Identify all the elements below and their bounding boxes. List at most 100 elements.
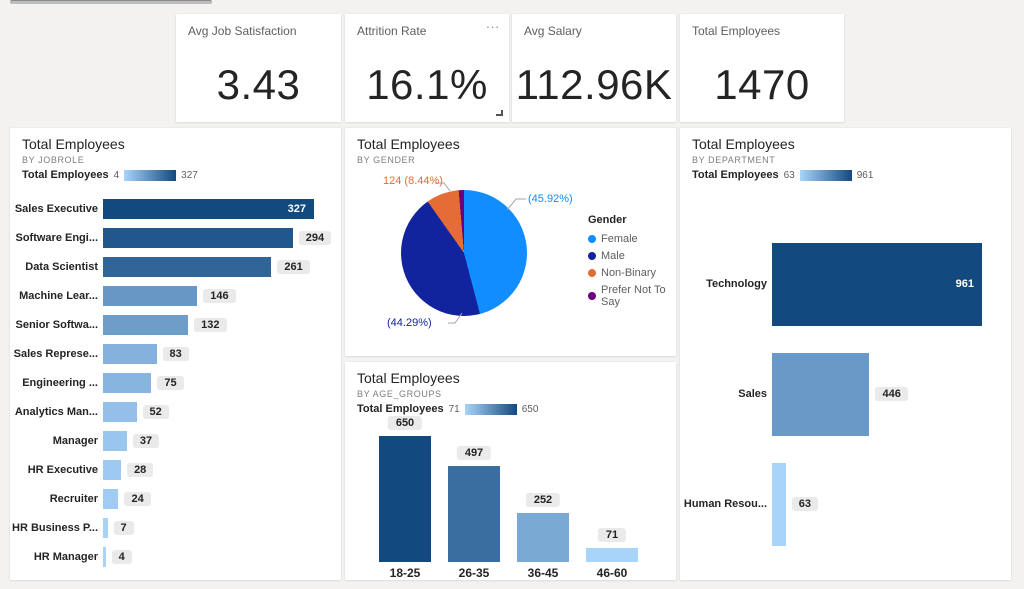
- kpi-card-total-employees: Total Employees 1470: [680, 14, 844, 122]
- chart-title: Total Employees: [22, 136, 125, 152]
- bar[interactable]: [103, 343, 157, 364]
- bar[interactable]: [448, 465, 500, 562]
- value-label: 63: [791, 497, 819, 511]
- bar-row: Manager 37: [10, 426, 341, 455]
- bar-row: Machine Lear... 146: [10, 281, 341, 310]
- axis-label: 18-25: [389, 566, 421, 580]
- bar[interactable]: [103, 285, 198, 306]
- kpi-card-avg-salary: Avg Salary 112.96K: [512, 14, 676, 122]
- legend-item-label: Male: [601, 250, 625, 262]
- bar[interactable]: 961: [772, 242, 982, 326]
- bar[interactable]: [103, 314, 189, 335]
- kpi-value: 112.96K: [515, 61, 673, 108]
- category-label: Data Scientist: [25, 260, 98, 273]
- value-label: 327: [287, 202, 306, 215]
- legend-item-label: Non-Binary: [601, 267, 657, 279]
- value-label: 252: [525, 493, 561, 508]
- bar[interactable]: [517, 513, 569, 562]
- legend-max: 961: [856, 169, 874, 181]
- chart-title: Total Employees: [357, 136, 460, 152]
- value-label: 146: [203, 288, 236, 303]
- category-label: Machine Lear...: [19, 289, 98, 302]
- category-label: Sales: [738, 388, 767, 400]
- resize-handle-icon[interactable]: [496, 110, 503, 116]
- category-label: HR Manager: [33, 550, 98, 563]
- chart-subtitle: BY AGE_GROUPS: [357, 389, 442, 399]
- top-scrollbar[interactable]: [10, 0, 212, 4]
- legend-dot-icon: [588, 269, 596, 277]
- value-label: 294: [298, 230, 332, 245]
- bar[interactable]: [586, 548, 638, 562]
- gradient-legend: Total Employees 71 650: [357, 403, 538, 415]
- department-plot: Technology 961 Sales 446 Human Resou... 63: [680, 229, 1011, 559]
- bar-row: Analytics Man... 52: [10, 397, 341, 426]
- category-label: Sales Executive: [14, 202, 98, 215]
- kpi-value: 3.43: [216, 61, 301, 108]
- kpi-title: Attrition Rate: [357, 24, 427, 38]
- legend-item[interactable]: Prefer Not To Say: [588, 284, 676, 308]
- bar[interactable]: [379, 436, 431, 562]
- category-label: Sales Represe...: [13, 347, 98, 360]
- category-label: Technology: [706, 278, 767, 290]
- bar-row: HR Manager 4: [10, 542, 341, 571]
- pie-legend: Gender Female Male Non-Binary Prefer Not To…: [588, 214, 676, 313]
- bar-row: Sales 446: [680, 339, 1011, 449]
- chart-title: Total Employees: [357, 370, 460, 386]
- bar[interactable]: [103, 546, 106, 567]
- more-options-icon[interactable]: ...: [486, 16, 500, 31]
- bar[interactable]: [103, 430, 127, 451]
- category-label: Software Engi...: [15, 231, 98, 244]
- chart-card-jobrole: Total Employees BY JOBROLE Total Employe…: [10, 128, 341, 580]
- category-label: Human Resou...: [683, 498, 767, 510]
- value-label: 75: [157, 375, 184, 390]
- legend-item-label: Female: [601, 233, 638, 245]
- category-label: Engineering ...: [22, 376, 98, 389]
- pie-callout-label: 124 (8.44%): [383, 175, 443, 187]
- bar[interactable]: [103, 517, 108, 538]
- bar-row: Sales Represe... 83: [10, 339, 341, 368]
- value-label: 83: [162, 346, 189, 361]
- bar[interactable]: 327: [103, 198, 314, 219]
- value-label: 28: [127, 462, 154, 477]
- legend-item[interactable]: Non-Binary: [588, 267, 676, 279]
- legend-label: Total Employees: [357, 403, 444, 415]
- legend-item[interactable]: Male: [588, 250, 676, 262]
- bar-row: Human Resou... 63: [680, 449, 1011, 559]
- bar[interactable]: [772, 352, 870, 436]
- age-groups-plot: 650 18-25 497 26-35 252 36-45 71 46-60: [345, 362, 676, 580]
- category-label: HR Executive: [27, 463, 98, 476]
- gradient-legend: Total Employees 4 327: [22, 169, 198, 181]
- value-label: 4: [111, 549, 132, 564]
- bar[interactable]: [103, 488, 119, 509]
- bar-row: Senior Softwa... 132: [10, 310, 341, 339]
- chart-title: Total Employees: [692, 136, 795, 152]
- legend-item[interactable]: Female: [588, 233, 676, 245]
- bar[interactable]: [103, 401, 137, 422]
- legend-item-label: Prefer Not To Say: [601, 284, 666, 308]
- gender-pie[interactable]: [401, 190, 527, 316]
- value-label: 132: [194, 317, 227, 332]
- chart-card-age-groups: Total Employees BY AGE_GROUPS Total Empl…: [345, 362, 676, 580]
- bar-row: Recruiter 24: [10, 484, 341, 513]
- chart-subtitle: BY DEPARTMENT: [692, 155, 776, 165]
- bar[interactable]: [103, 227, 293, 248]
- bar-row: HR Executive 28: [10, 455, 341, 484]
- bar[interactable]: [772, 462, 786, 546]
- pie-callout-label: (44.29%): [387, 317, 432, 329]
- legend-max: 650: [521, 403, 539, 415]
- bar[interactable]: [103, 372, 152, 393]
- axis-label: 26-35: [458, 566, 490, 580]
- bar-row: Sales Executive 327: [10, 194, 341, 223]
- bar-row: HR Business P... 7: [10, 513, 341, 542]
- legend-dot-icon: [588, 235, 596, 243]
- kpi-title: Avg Salary: [524, 24, 582, 38]
- legend-dot-icon: [588, 292, 596, 300]
- gradient-legend: Total Employees 63 961: [692, 169, 873, 181]
- gradient-bar: [124, 169, 177, 181]
- bar[interactable]: [103, 256, 272, 277]
- legend-label: Total Employees: [692, 169, 779, 181]
- value-label: 650: [387, 416, 423, 431]
- legend-min: 71: [448, 403, 460, 415]
- bar[interactable]: [103, 459, 122, 480]
